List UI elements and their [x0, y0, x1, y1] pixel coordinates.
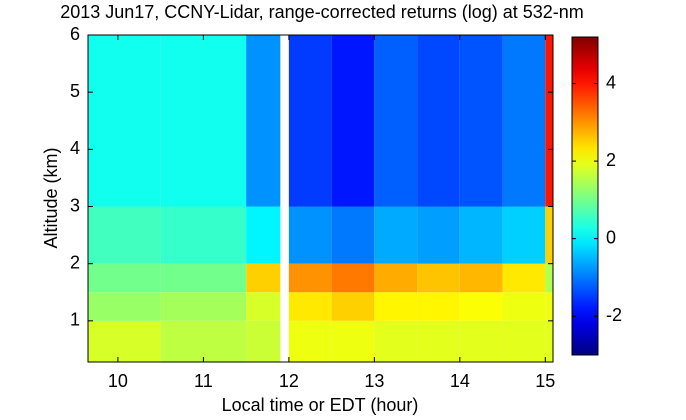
heat-cell — [459, 206, 503, 264]
heat-cell — [160, 35, 247, 207]
plot-frame — [87, 34, 554, 363]
heat-cell — [545, 292, 553, 321]
y-tick-label: 2 — [70, 252, 80, 272]
heat-cell — [331, 263, 375, 293]
heat-cell — [502, 206, 546, 264]
heat-cell — [288, 263, 332, 293]
heat-cell — [88, 35, 161, 207]
heat-cell — [374, 292, 418, 321]
heat-cell — [545, 320, 553, 362]
heat-cell — [288, 320, 332, 362]
x-tick-label: 10 — [108, 371, 128, 391]
heat-cell — [246, 320, 281, 362]
heat-cell — [88, 206, 161, 264]
heat-cell — [160, 292, 247, 321]
heat-cell — [545, 206, 553, 264]
colorbar-tick-label: 0 — [606, 227, 616, 247]
chart-title: 2013 Jun17, CCNY-Lidar, range-corrected … — [60, 2, 584, 22]
colorbar-tick-label: -2 — [606, 305, 622, 325]
heat-cell — [331, 35, 375, 207]
heat-cell — [545, 35, 553, 207]
heat-cell — [417, 292, 460, 321]
x-tick-label: 15 — [535, 371, 555, 391]
heat-cell — [459, 292, 503, 321]
heat-cell — [502, 292, 546, 321]
heat-cell — [502, 320, 546, 362]
heat-cell — [374, 320, 418, 362]
colorbar-tick-label: 2 — [606, 150, 616, 170]
heat-cell — [374, 206, 418, 264]
heat-cell — [417, 35, 460, 207]
heat-cell — [545, 263, 553, 293]
heat-cell — [88, 263, 161, 293]
heat-cell — [246, 263, 281, 293]
heat-cell — [331, 292, 375, 321]
heat-cell — [374, 263, 418, 293]
x-tick-label: 12 — [279, 371, 299, 391]
heat-cell — [160, 263, 247, 293]
heat-cell — [502, 35, 546, 207]
heat-cell — [417, 263, 460, 293]
heat-cell — [160, 206, 247, 264]
y-tick-label: 6 — [70, 24, 80, 44]
heat-cell — [246, 35, 281, 207]
heat-cell — [88, 320, 161, 362]
y-tick-label: 4 — [70, 138, 80, 158]
heat-cell — [88, 292, 161, 321]
x-tick-label: 11 — [194, 371, 213, 391]
heat-cell — [459, 35, 503, 207]
y-tick-label: 3 — [70, 195, 80, 215]
heat-cell — [288, 35, 332, 207]
heat-cell — [459, 320, 503, 362]
heat-cell — [331, 320, 375, 362]
y-axis-label: Altitude (km) — [41, 147, 61, 248]
x-axis-label: Local time or EDT (hour) — [222, 395, 419, 415]
heat-cell — [374, 35, 418, 207]
heat-cell — [417, 320, 460, 362]
heat-cell — [246, 292, 281, 321]
heat-cell — [160, 320, 247, 362]
heat-cell — [288, 206, 332, 264]
x-tick-label: 14 — [450, 371, 470, 391]
y-tick-label: 1 — [70, 310, 80, 330]
heat-cell — [331, 206, 375, 264]
heat-cell — [417, 206, 460, 264]
heat-cell — [246, 206, 281, 264]
heatmap — [88, 35, 553, 362]
colorbar-tick-label: 4 — [606, 72, 616, 92]
x-tick-label: 13 — [364, 371, 384, 391]
heat-cell — [288, 292, 332, 321]
heat-cell — [459, 263, 503, 293]
heat-cell — [502, 263, 546, 293]
y-tick-label: 5 — [70, 81, 80, 101]
colorbar — [571, 36, 599, 356]
